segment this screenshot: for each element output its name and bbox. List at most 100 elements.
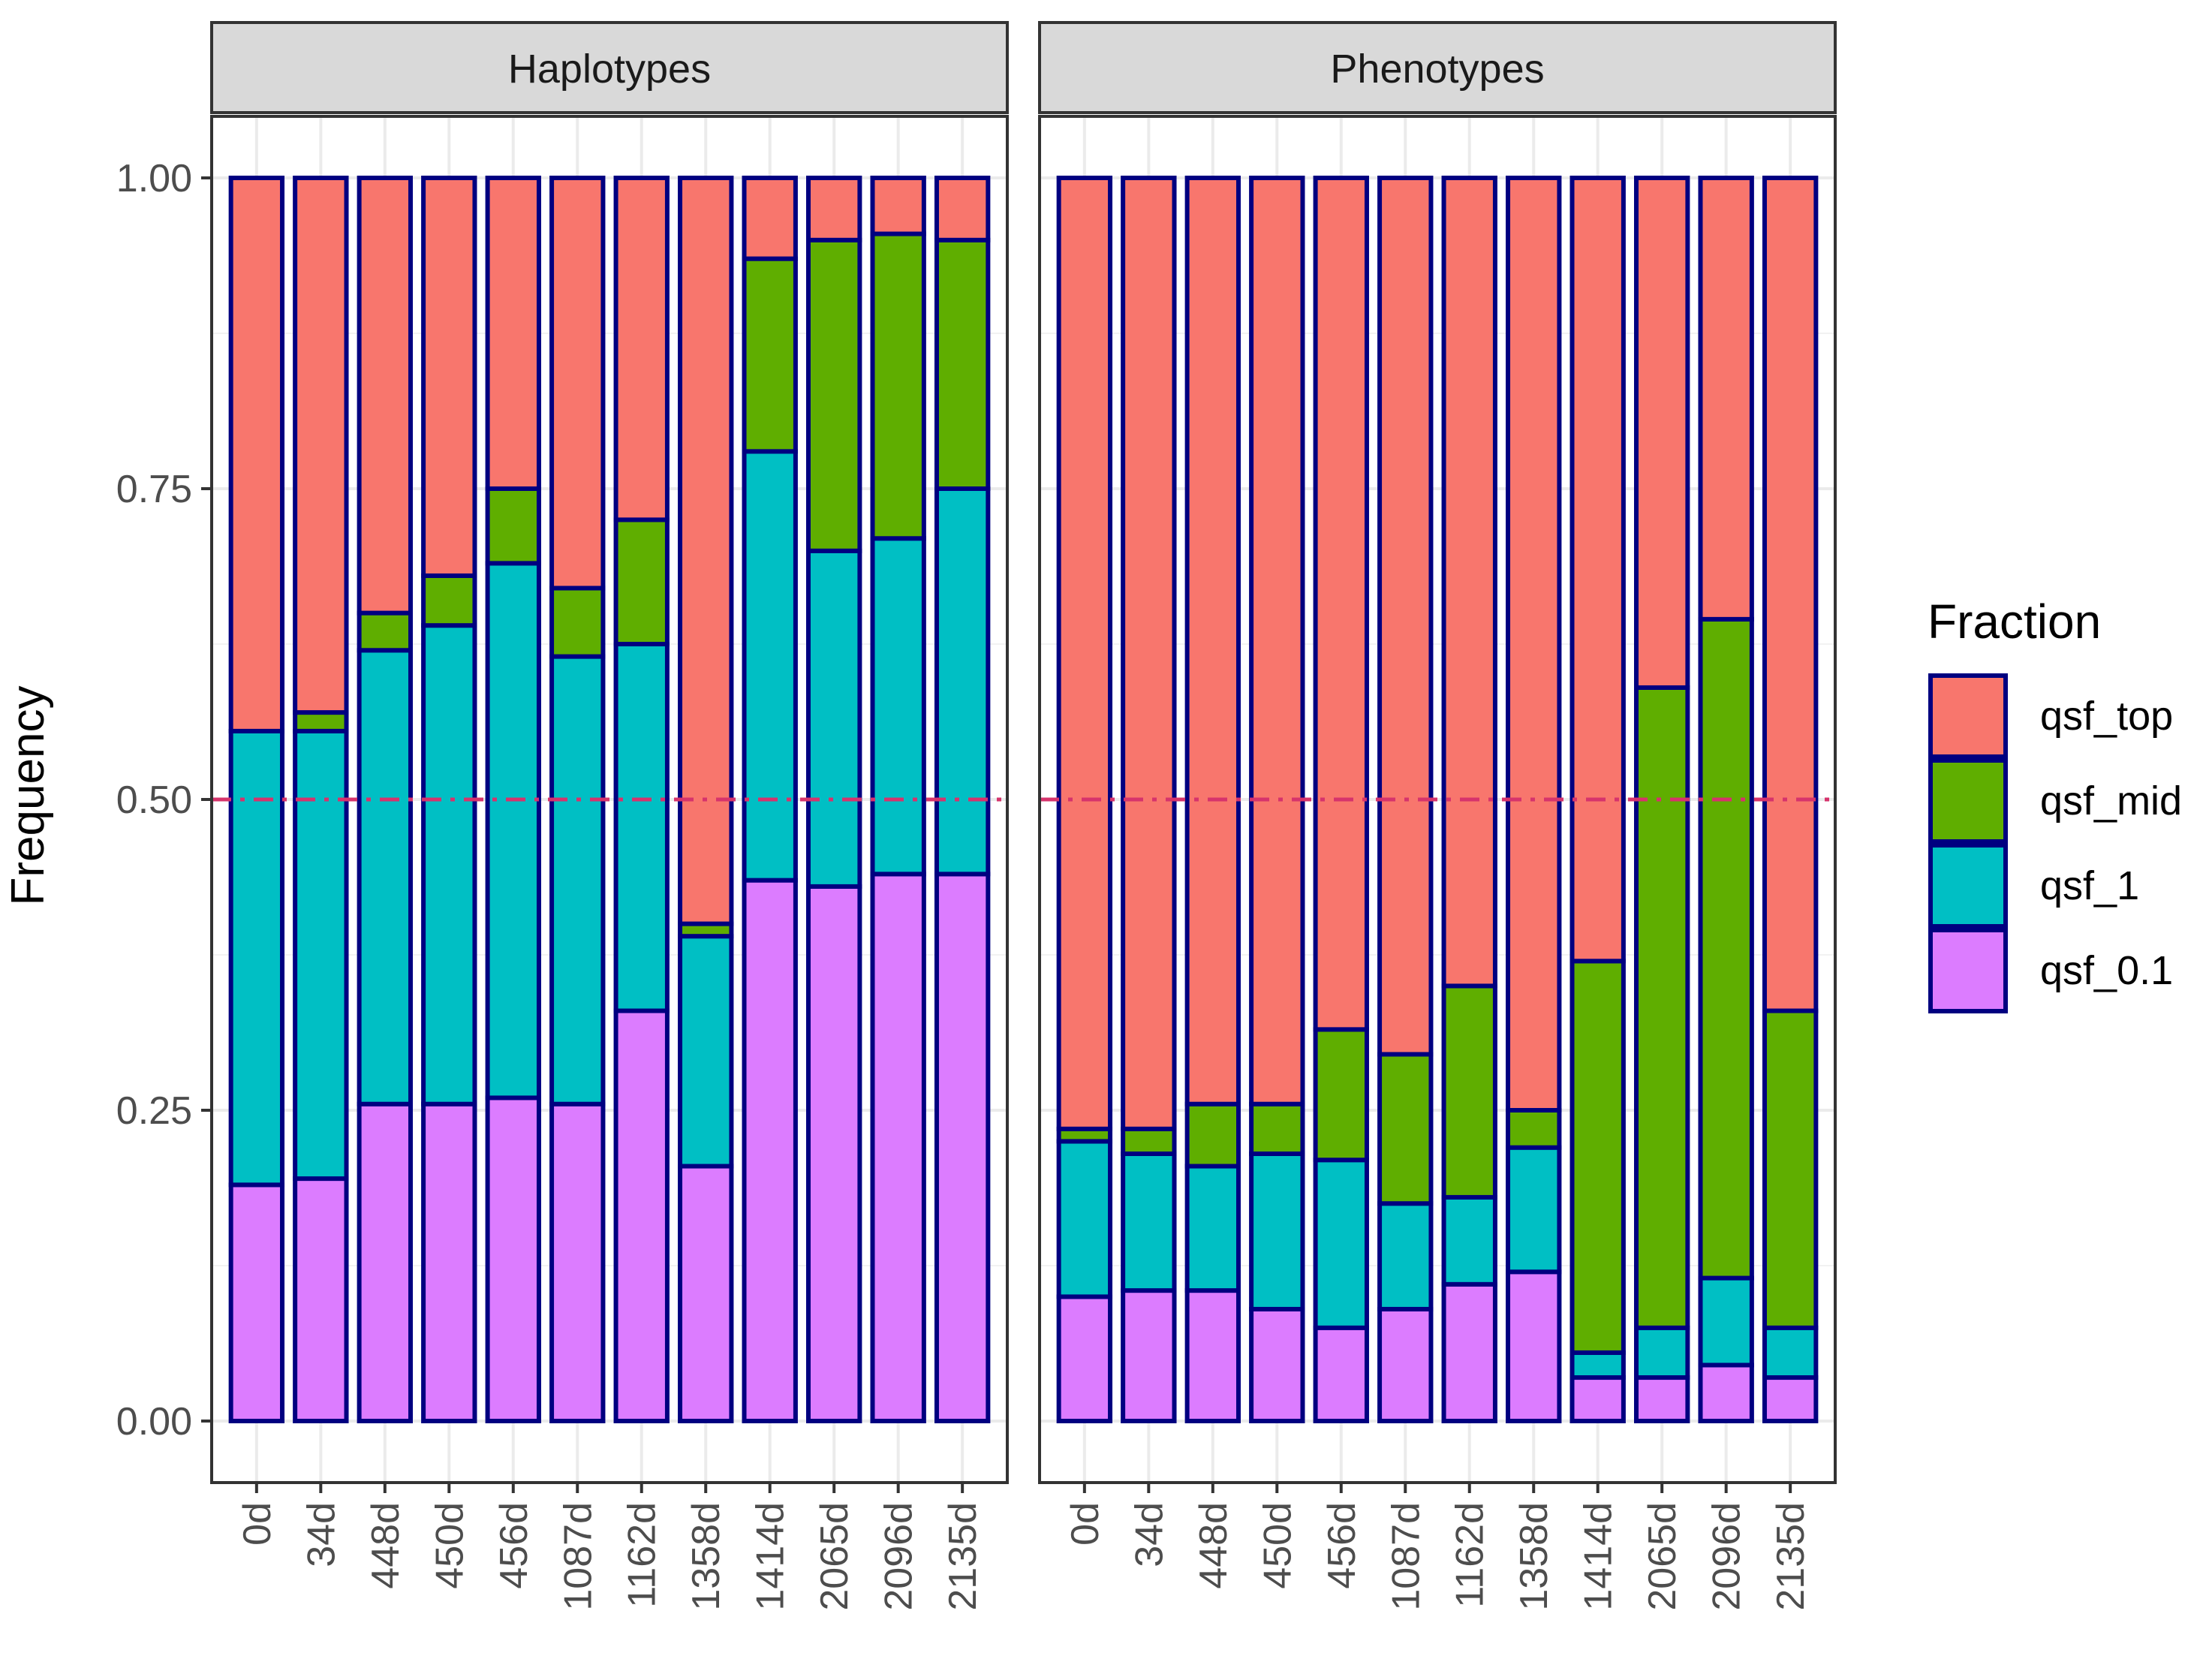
bar-qsf_top-1087d [1377, 176, 1434, 1057]
bar-qsf_mid-448d [1184, 1101, 1241, 1169]
bars [1056, 176, 1819, 1424]
bar-qsf_mid-1087d [549, 586, 606, 659]
legend-title: Fraction [1928, 595, 2101, 649]
bar-qsf_top-450d [1249, 176, 1305, 1106]
bar-qsf_mid-2135d [934, 237, 991, 491]
x-tick-label: 2096d [877, 1502, 921, 1611]
bar-qsf_0_1-1162d [1441, 1281, 1497, 1423]
bar-qsf_0_1-456d [1313, 1325, 1369, 1424]
x-tick-label: 34d [1127, 1502, 1171, 1567]
bar-qsf_1-1358d [1506, 1145, 1562, 1275]
bar-qsf_mid-2065d [806, 237, 862, 553]
panel-phenotypes: Phenotypes 0d 34d 448d 450d 456d 1087d 1162d 135… [1038, 21, 1837, 1611]
bar-qsf_1-1414d [742, 449, 798, 883]
bar-qsf_0_1-1358d [1506, 1269, 1562, 1424]
bar-qsf_1-450d [1249, 1151, 1305, 1311]
bar-qsf_mid-1087d [1377, 1052, 1434, 1206]
bar-qsf_0_1-2135d [934, 872, 991, 1423]
x-tick-label: 0d [1064, 1502, 1107, 1546]
bar-qsf_mid-1414d [742, 256, 798, 454]
bar-qsf_top-2135d [1762, 176, 1819, 1013]
y-tick-label: 0.25 [116, 1089, 192, 1133]
bar-qsf_mid-1358d [1506, 1108, 1562, 1150]
bar-qsf_0_1-450d [421, 1101, 477, 1423]
bar-qsf_0_1-2096d [1698, 1362, 1754, 1423]
bar-qsf_1-456d [485, 561, 541, 1100]
x-axis: 0d 34d 448d 450d 456d 1087d 1162d 1358d 1414d 206… [236, 1483, 985, 1611]
y-axis-title: Frequency [2, 686, 54, 906]
panel-haplotypes: Haplotypes 0d 34d 448d 450d 456d 1087d 1162d 135… [210, 21, 1009, 1611]
x-tick-label: 1087d [556, 1502, 600, 1611]
x-tick-label: 450d [1256, 1502, 1299, 1589]
bar-qsf_0_1-1162d [613, 1008, 670, 1423]
x-tick-label: 448d [364, 1502, 408, 1589]
bar-qsf_0_1-1414d [742, 878, 798, 1423]
bar-qsf_mid-2096d [870, 231, 926, 541]
bar-qsf_1-2096d [870, 536, 926, 877]
bar-qsf_top-448d [357, 176, 414, 616]
legend-label-qsf_mid: qsf_mid [2040, 778, 2182, 823]
bar-qsf_top-1358d [678, 176, 734, 926]
bar-qsf_1-1087d [1377, 1201, 1434, 1311]
x-tick-label: 456d [492, 1502, 536, 1589]
bar-qsf_top-2096d [870, 176, 926, 236]
bar-qsf_mid-1162d [613, 517, 670, 647]
bar-qsf_1-1162d [1441, 1194, 1497, 1287]
x-tick-label: 1414d [749, 1502, 793, 1611]
bar-qsf_0_1-456d [485, 1095, 541, 1423]
bar-qsf_top-1414d [742, 176, 798, 261]
bar-qsf_top-1162d [1441, 176, 1497, 989]
bar-qsf_top-1162d [613, 176, 670, 522]
legend-key-qsf_mid [1928, 758, 2008, 844]
bar-qsf_top-1358d [1506, 176, 1562, 1113]
panel-border [1038, 115, 1837, 1484]
bar-qsf_top-2065d [806, 176, 862, 242]
bar-qsf_0_1-0d [228, 1182, 285, 1423]
bar-qsf_top-0d [1056, 176, 1113, 1131]
bar-qsf_1-0d [1056, 1139, 1113, 1299]
bar-qsf_0_1-34d [1121, 1288, 1177, 1423]
bar-qsf_top-448d [1184, 176, 1241, 1106]
bar-qsf_0_1-2135d [1762, 1375, 1819, 1424]
y-tick-label: 0.00 [116, 1400, 192, 1444]
bar-qsf_mid-450d [1249, 1101, 1305, 1156]
bar-qsf_mid-2065d [1634, 685, 1690, 1330]
x-tick-label: 0d [236, 1502, 279, 1546]
bar-qsf_top-2065d [1634, 176, 1690, 690]
x-tick-label: 1414d [1577, 1502, 1621, 1611]
x-tick-label: 2135d [941, 1502, 985, 1611]
bar-qsf_1-2135d [934, 486, 991, 877]
bar-qsf_0_1-0d [1056, 1294, 1113, 1424]
x-tick-label: 1162d [1449, 1502, 1492, 1608]
bar-qsf_top-2096d [1698, 176, 1754, 622]
bar-qsf_1-448d [1184, 1164, 1241, 1293]
legend-key-qsf_1 [1928, 843, 2008, 929]
facet-panels: Haplotypes 0d 34d 448d 450d 456d 1087d 1162d 135… [210, 21, 1837, 1611]
bar-qsf_1-1414d [1569, 1350, 1626, 1380]
bar-qsf_mid-1162d [1441, 983, 1497, 1200]
x-tick-label: 2135d [1769, 1502, 1813, 1611]
x-tick-label: 34d [299, 1502, 343, 1567]
bar-qsf_0_1-2096d [870, 872, 926, 1423]
legend-key-qsf_top [1928, 673, 2008, 759]
y-tick-label: 1.00 [116, 157, 192, 200]
y-axis: 0.00 0.25 0.50 0.75 1.00 [116, 157, 212, 1444]
bar-qsf_mid-2096d [1698, 616, 1754, 1281]
bar-qsf_top-1414d [1569, 176, 1626, 964]
bar-qsf_0_1-450d [1249, 1306, 1305, 1423]
bar-qsf_0_1-2065d [806, 884, 862, 1424]
bar-qsf_0_1-2065d [1634, 1375, 1690, 1424]
bar-qsf_0_1-448d [357, 1101, 414, 1423]
bar-qsf_1-2096d [1698, 1275, 1754, 1368]
bars [228, 176, 991, 1424]
bar-qsf_mid-448d [357, 610, 414, 653]
bar-qsf_1-1087d [549, 654, 606, 1106]
legend-label-qsf_1: qsf_1 [2040, 863, 2139, 908]
legend-label-qsf_top: qsf_top [2040, 694, 2173, 739]
bar-qsf_top-450d [421, 176, 477, 578]
bar-qsf_mid-456d [1313, 1027, 1369, 1163]
bar-qsf_mid-34d [293, 710, 349, 733]
bar-qsf_top-456d [1313, 176, 1369, 1032]
bar-qsf_1-34d [1121, 1151, 1177, 1293]
